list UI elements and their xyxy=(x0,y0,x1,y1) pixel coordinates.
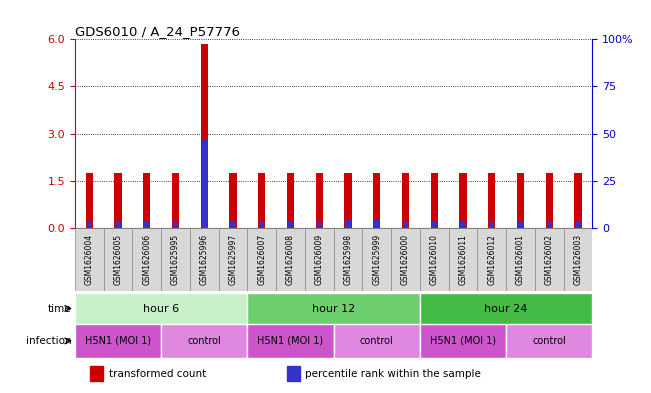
Bar xyxy=(230,222,236,228)
Bar xyxy=(161,228,190,291)
Text: GSM1626004: GSM1626004 xyxy=(85,234,94,285)
Bar xyxy=(219,228,247,291)
Bar xyxy=(75,293,247,324)
Text: hour 24: hour 24 xyxy=(484,303,528,314)
Text: GSM1625997: GSM1625997 xyxy=(229,234,238,285)
Bar xyxy=(420,293,592,324)
Bar xyxy=(144,222,149,228)
Bar xyxy=(346,220,351,228)
Bar xyxy=(506,228,535,291)
Bar xyxy=(75,324,161,358)
Bar xyxy=(229,173,236,228)
Bar xyxy=(172,173,179,228)
Text: GSM1626005: GSM1626005 xyxy=(113,234,122,285)
Bar xyxy=(75,228,104,291)
Bar xyxy=(86,173,93,228)
Text: GSM1626009: GSM1626009 xyxy=(315,234,324,285)
Bar xyxy=(344,173,352,228)
Bar xyxy=(363,228,391,291)
Text: GSM1626000: GSM1626000 xyxy=(401,234,410,285)
Bar xyxy=(391,228,420,291)
Bar xyxy=(115,173,122,228)
Text: GSM1625998: GSM1625998 xyxy=(344,234,352,285)
Text: GSM1626012: GSM1626012 xyxy=(488,234,496,285)
Bar xyxy=(202,139,207,228)
Text: control: control xyxy=(360,336,394,346)
Text: GSM1625996: GSM1625996 xyxy=(200,234,209,285)
Bar xyxy=(276,228,305,291)
Text: time: time xyxy=(48,303,72,314)
Bar xyxy=(201,44,208,228)
Bar xyxy=(431,173,438,228)
Bar xyxy=(449,228,477,291)
Bar xyxy=(547,222,552,228)
Bar xyxy=(420,324,506,358)
Text: GSM1626008: GSM1626008 xyxy=(286,234,295,285)
Bar xyxy=(247,228,276,291)
Bar xyxy=(535,228,564,291)
Bar xyxy=(403,222,408,228)
Text: H5N1 (MOI 1): H5N1 (MOI 1) xyxy=(85,336,151,346)
Bar xyxy=(90,366,104,381)
Bar xyxy=(506,324,592,358)
Bar xyxy=(402,173,409,228)
Text: percentile rank within the sample: percentile rank within the sample xyxy=(305,369,481,378)
Bar xyxy=(143,173,150,228)
Bar xyxy=(247,293,420,324)
Text: GSM1625999: GSM1625999 xyxy=(372,234,381,285)
Bar xyxy=(373,173,380,228)
Text: hour 6: hour 6 xyxy=(143,303,179,314)
Bar xyxy=(305,228,333,291)
Text: GSM1625995: GSM1625995 xyxy=(171,234,180,285)
Bar xyxy=(546,173,553,228)
Bar xyxy=(420,228,449,291)
Text: GDS6010 / A_24_P57776: GDS6010 / A_24_P57776 xyxy=(75,25,240,38)
Bar xyxy=(432,222,437,228)
Bar xyxy=(288,222,293,228)
Bar xyxy=(190,228,219,291)
Text: GSM1626006: GSM1626006 xyxy=(143,234,151,285)
Text: GSM1626011: GSM1626011 xyxy=(458,234,467,285)
Text: H5N1 (MOI 1): H5N1 (MOI 1) xyxy=(430,336,496,346)
Bar xyxy=(259,222,264,228)
Bar xyxy=(287,366,300,381)
Text: GSM1626007: GSM1626007 xyxy=(257,234,266,285)
Bar xyxy=(104,228,132,291)
Text: hour 12: hour 12 xyxy=(312,303,355,314)
Text: H5N1 (MOI 1): H5N1 (MOI 1) xyxy=(257,336,324,346)
Bar xyxy=(460,222,465,228)
Bar xyxy=(489,222,494,228)
Bar xyxy=(374,220,380,228)
Bar xyxy=(477,228,506,291)
Bar xyxy=(132,228,161,291)
Text: infection: infection xyxy=(26,336,72,346)
Bar xyxy=(87,222,92,228)
Bar xyxy=(247,324,333,358)
Bar xyxy=(161,324,247,358)
Bar xyxy=(258,173,266,228)
Bar xyxy=(333,228,363,291)
Bar xyxy=(575,222,581,228)
Text: transformed count: transformed count xyxy=(109,369,206,378)
Bar xyxy=(287,173,294,228)
Text: control: control xyxy=(187,336,221,346)
Bar xyxy=(564,228,592,291)
Bar xyxy=(574,173,581,228)
Text: control: control xyxy=(533,336,566,346)
Bar xyxy=(173,222,178,228)
Bar xyxy=(333,324,420,358)
Text: GSM1626010: GSM1626010 xyxy=(430,234,439,285)
Bar xyxy=(115,222,120,228)
Bar xyxy=(488,173,495,228)
Text: GSM1626001: GSM1626001 xyxy=(516,234,525,285)
Text: GSM1626002: GSM1626002 xyxy=(545,234,554,285)
Bar xyxy=(316,222,322,228)
Bar xyxy=(460,173,467,228)
Text: GSM1626003: GSM1626003 xyxy=(574,234,583,285)
Bar xyxy=(518,222,523,228)
Bar xyxy=(316,173,323,228)
Bar xyxy=(517,173,524,228)
